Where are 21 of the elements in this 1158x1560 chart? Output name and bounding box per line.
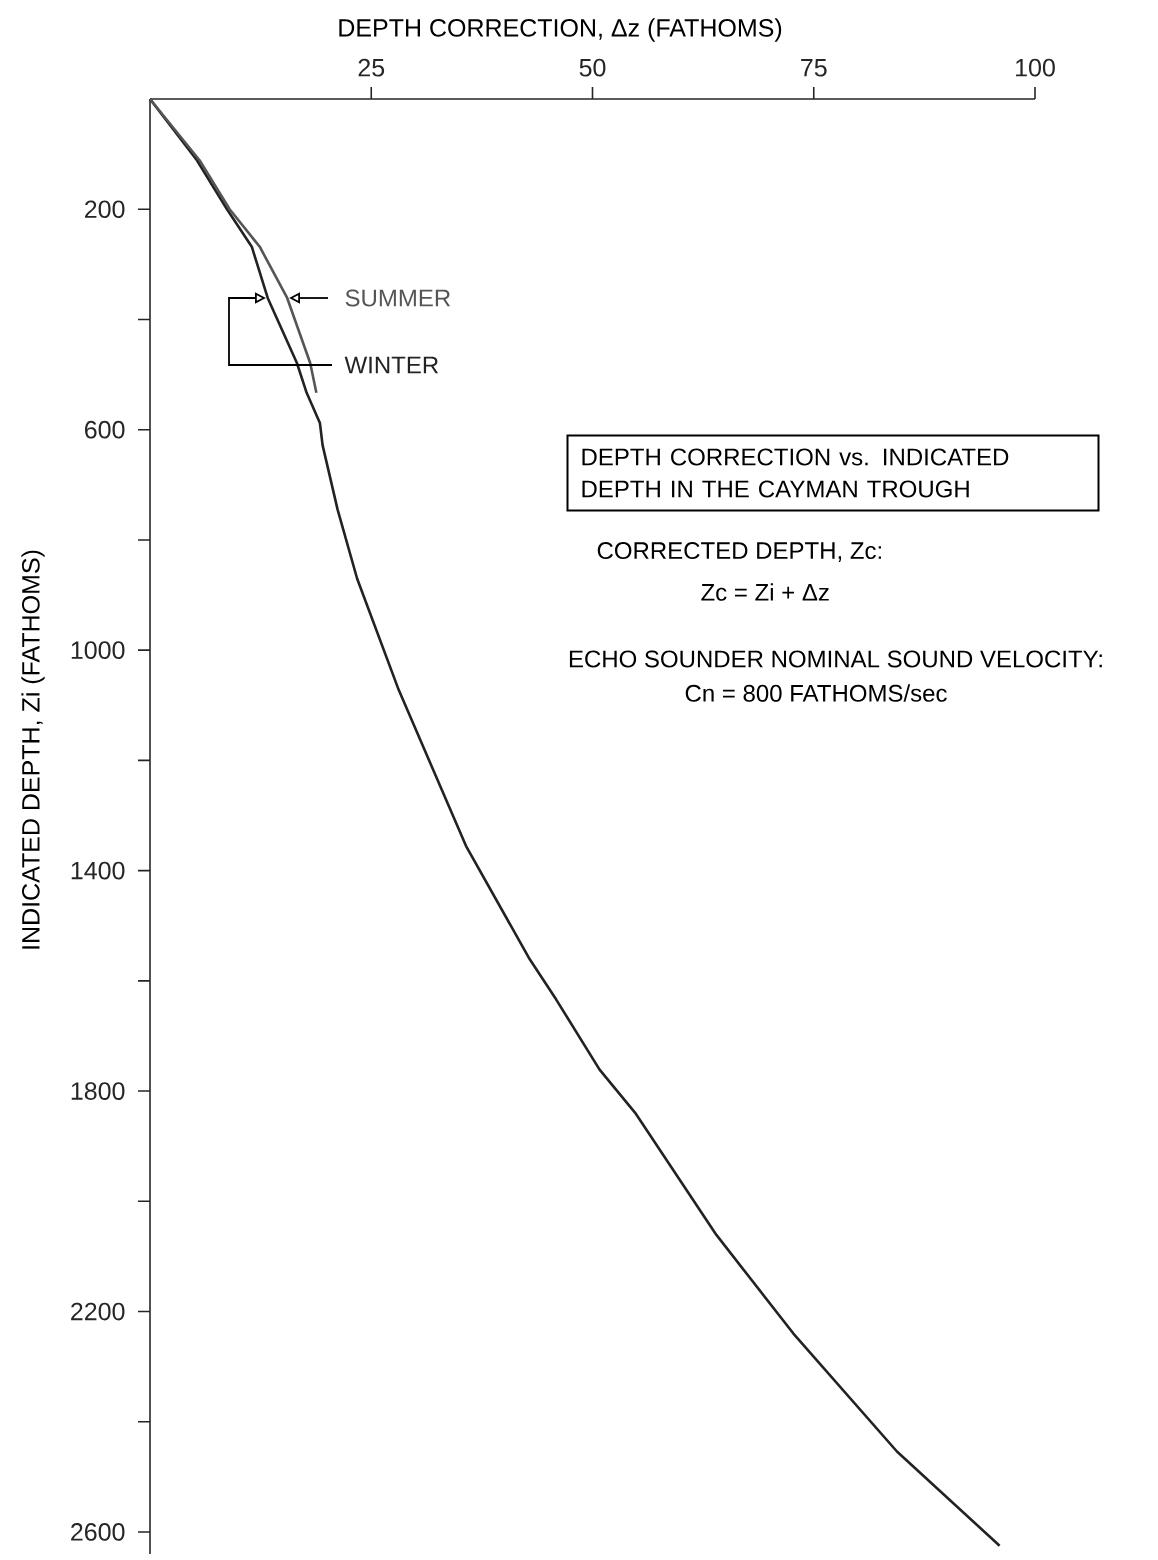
- line-series: [148, 97, 318, 395]
- text: SUMMER: [345, 289, 451, 307]
- y-tick-label: 1000: [71, 641, 125, 660]
- annotation: ECHO SOUNDER NOMINAL SOUND VELOCITY:: [569, 650, 1102, 668]
- y-tick-label: 200: [85, 200, 125, 219]
- y-axis-title: INDICATED DEPTH, Zi (FATHOMS): [21, 550, 45, 949]
- annotation: CORRECTED DEPTH, Zc:: [597, 542, 881, 562]
- x-tick-label: 75: [801, 59, 827, 77]
- y-tick-label: 1800: [71, 1082, 125, 1100]
- annotation: Zc = Zi + Δz: [701, 583, 829, 601]
- x-tick-label: 25: [358, 58, 385, 77]
- y-tick-label: 2200: [71, 1302, 125, 1321]
- series-label: WINTER: [344, 356, 439, 374]
- x-tick-label: 100: [1016, 58, 1055, 77]
- annotation: Cn = 800 FATHOMS/sec: [685, 684, 947, 702]
- y-tick-label: 2600: [71, 1523, 125, 1541]
- y-tick-label: 600: [85, 420, 125, 439]
- y-tick-label: 1400: [71, 861, 125, 880]
- text: DEPTH CORRECTION vs. INDICATED DEPTH IN THE CAYMAN TROUGH: [582, 448, 1009, 498]
- x-tick-label: 50: [579, 58, 606, 77]
- x-axis-title: DEPTH CORRECTION, Δz (FATHOMS): [339, 18, 782, 42]
